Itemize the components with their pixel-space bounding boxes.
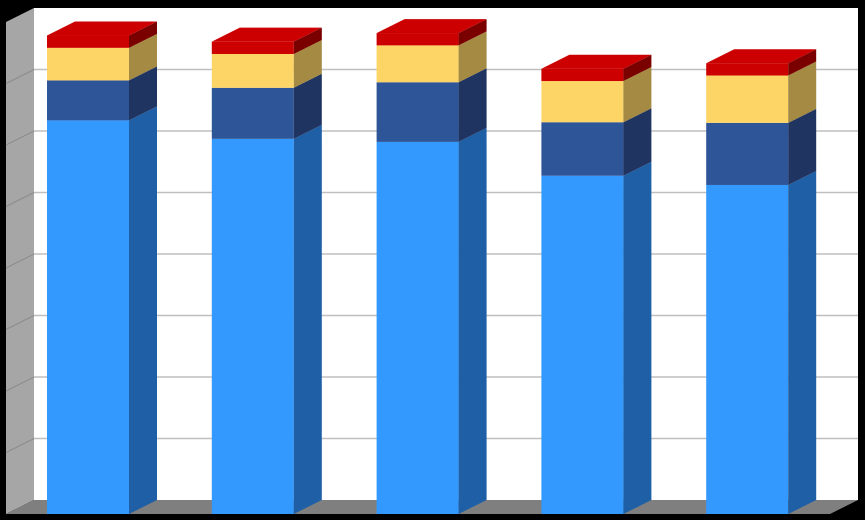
bar-segment-side bbox=[129, 106, 157, 515]
bar-segment-front bbox=[541, 81, 624, 123]
bar-segment-side bbox=[293, 27, 322, 54]
bar-segment-front bbox=[211, 138, 294, 514]
bar-stack bbox=[47, 21, 157, 515]
bar-segment-front bbox=[706, 75, 789, 123]
bar-segment-side bbox=[293, 124, 322, 514]
bar-segment-front bbox=[376, 33, 459, 46]
bar-segment-side bbox=[788, 108, 817, 185]
gridline-side bbox=[5, 376, 35, 392]
bar-segment-side bbox=[293, 73, 322, 139]
bar-segment-side bbox=[788, 49, 817, 76]
bar-segment-side bbox=[293, 39, 322, 88]
bar-stack bbox=[376, 19, 487, 515]
bar-segment-side bbox=[129, 66, 157, 121]
bar-top bbox=[211, 27, 322, 42]
bar-stack bbox=[541, 54, 652, 514]
bar-segment-side bbox=[458, 31, 487, 83]
bar-top bbox=[47, 21, 157, 36]
bar-segment-front bbox=[211, 53, 294, 88]
gridline-side bbox=[5, 130, 35, 146]
bar-segment-side bbox=[129, 33, 157, 81]
bar-segment-front bbox=[47, 47, 129, 81]
bar-segment-side bbox=[458, 68, 487, 142]
bar-segment-side bbox=[623, 67, 652, 123]
bar-top bbox=[706, 49, 817, 64]
bar-segment-side bbox=[623, 161, 652, 514]
bar-segment-front bbox=[211, 41, 294, 54]
bar-segment-front bbox=[541, 122, 624, 176]
bar-stack bbox=[706, 49, 817, 514]
bar-segment-side bbox=[458, 19, 487, 46]
bar-segment-front bbox=[706, 63, 789, 76]
bar-segment-front bbox=[211, 87, 294, 139]
gridline-side bbox=[5, 69, 35, 84]
bar-segment-side bbox=[788, 170, 817, 514]
bar-segment-front bbox=[376, 45, 459, 83]
bar-segment-front bbox=[706, 184, 789, 514]
gridline-side bbox=[5, 438, 35, 453]
bar-segment-front bbox=[47, 35, 129, 48]
bar-segment-side bbox=[458, 127, 487, 515]
gridline-side bbox=[5, 253, 35, 269]
gridline-side bbox=[5, 192, 35, 207]
bar-segment-side bbox=[129, 21, 157, 48]
bar-stack bbox=[211, 27, 322, 514]
bar-segment-side bbox=[623, 54, 652, 82]
bar-segment-front bbox=[706, 122, 789, 185]
bar-segment-side bbox=[623, 108, 652, 176]
bar-top bbox=[541, 54, 652, 69]
bar-segment-front bbox=[47, 120, 129, 515]
bar-segment-front bbox=[541, 175, 624, 514]
bar-segment-front bbox=[47, 80, 129, 121]
bar-top bbox=[376, 19, 487, 34]
gridline-side bbox=[5, 315, 35, 330]
bar-segment-front bbox=[376, 141, 459, 515]
bar-segment-front bbox=[376, 82, 459, 142]
bar-segment-side bbox=[788, 61, 817, 123]
bar-segment-front bbox=[541, 68, 624, 82]
bar-stacks bbox=[47, 19, 817, 515]
